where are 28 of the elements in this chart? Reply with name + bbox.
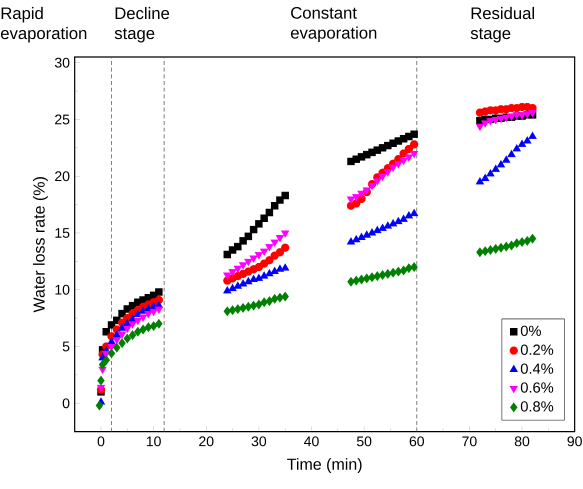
- x-tick-label: 50: [356, 436, 372, 446]
- x-tick-label: 40: [304, 436, 319, 446]
- x-tick-label: 80: [514, 436, 530, 446]
- x-tick-label: 0: [98, 436, 104, 446]
- y-tick-label: 30: [54, 58, 70, 68]
- y-tick-label: 15: [55, 228, 70, 238]
- y-axis-title: Water loss rate (%): [33, 177, 48, 312]
- x-axis-title: Time (min): [287, 458, 362, 473]
- legend-label: 0.6%: [520, 382, 554, 393]
- legend-label: 0.8%: [520, 401, 554, 412]
- x-tick-label: 70: [462, 436, 477, 446]
- y-tick-label: 10: [55, 284, 70, 295]
- text: Residual stage: [470, 6, 534, 42]
- legend-label: 0%: [520, 326, 541, 336]
- x-tick-label: 10: [146, 436, 161, 446]
- y-tick-label: 5: [62, 342, 70, 352]
- x-tick-label: 90: [568, 436, 582, 446]
- x-tick-label: 60: [410, 436, 424, 446]
- text: Constant evaporation: [290, 6, 376, 42]
- text: Rapid evaporation: [0, 6, 86, 42]
- text: Decline stage: [114, 6, 170, 42]
- legend-label: 0.4%: [520, 363, 554, 374]
- x-tick-label: 30: [252, 436, 266, 446]
- y-tick-label: 25: [55, 114, 70, 124]
- legend-label: 0.2%: [520, 344, 554, 355]
- x-tick-label: 20: [199, 436, 214, 446]
- y-tick-label: 0: [62, 398, 70, 408]
- y-tick-label: 20: [55, 171, 70, 182]
